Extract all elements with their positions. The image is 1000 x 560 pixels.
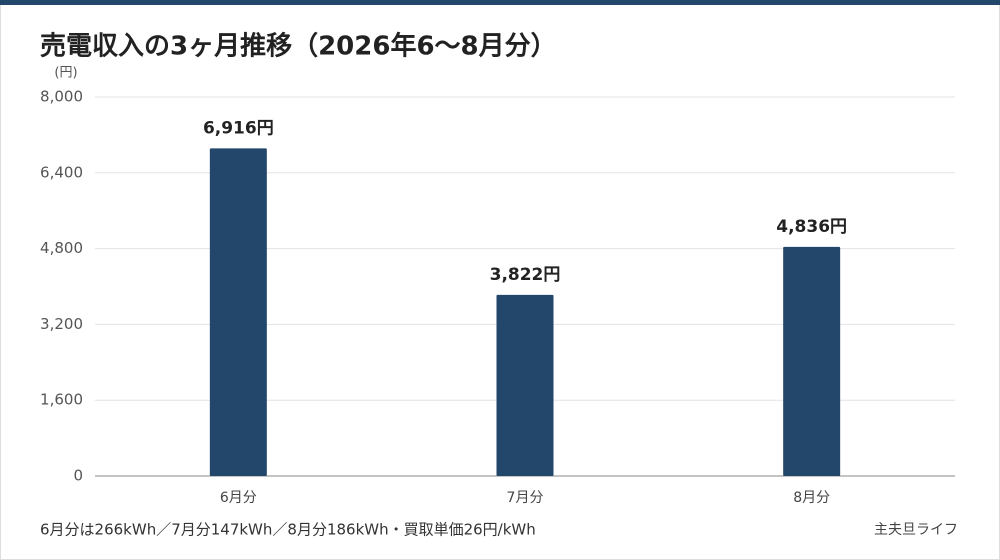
chart-title: 売電収入の3ヶ月推移（2026年6〜8月分）	[40, 31, 557, 62]
y-tick-label: 4,800	[40, 239, 83, 257]
value-label: 6,916円	[203, 118, 274, 138]
bar	[783, 246, 841, 476]
y-tick-label: 6,400	[40, 163, 83, 181]
top-bar	[0, 0, 1000, 5]
x-tick-label: 8月分	[793, 490, 830, 506]
value-label: 3,822円	[490, 265, 561, 285]
x-tick-label: 6月分	[220, 490, 257, 506]
y-tick-label: 0	[73, 467, 83, 485]
bar	[209, 148, 267, 477]
y-tick-label: 1,600	[40, 391, 83, 409]
value-label: 4,836円	[776, 217, 847, 237]
x-tick-label: 7月分	[507, 490, 544, 506]
footnote: 6月分は266kWh／7月分147kWh／8月分186kWh・買取単価26円/k…	[40, 521, 536, 539]
bar	[496, 294, 554, 476]
y-axis-unit: (円)	[54, 66, 77, 81]
y-tick-label: 8,000	[40, 88, 83, 106]
source: 主夫旦ライフ	[874, 522, 958, 538]
y-tick-label: 3,200	[40, 315, 83, 333]
